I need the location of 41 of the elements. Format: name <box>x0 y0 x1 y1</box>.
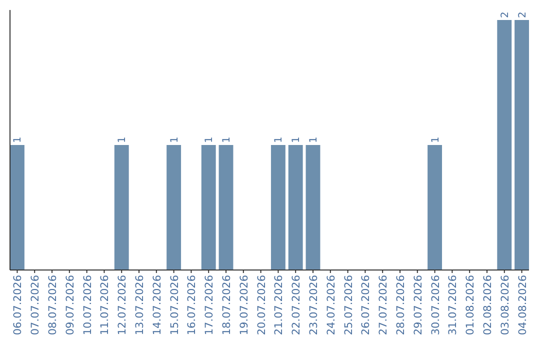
data-label: 1 <box>274 136 285 143</box>
data-label: 1 <box>222 136 233 143</box>
data-label: 2 <box>517 12 528 18</box>
x-tick-label: 08.07.2026 <box>47 274 60 336</box>
x-tick-label: 20.07.2026 <box>256 274 268 336</box>
data-label: 1 <box>204 136 216 143</box>
x-tick-label: 14.07.2026 <box>151 274 164 336</box>
x-tick-label: 11.07.2026 <box>99 274 112 336</box>
x-tick-label: 25.07.2026 <box>342 274 355 336</box>
x-tick-label: 09.07.2026 <box>64 274 76 336</box>
x-tick-label: 30.07.2026 <box>430 274 442 336</box>
data-label: 1 <box>291 136 302 143</box>
x-tick-label: 29.07.2026 <box>412 274 424 336</box>
x-tick-label: 19.07.2026 <box>238 274 250 336</box>
x-tick-label: 07.07.2026 <box>30 274 42 336</box>
x-tick-label: 18.07.2026 <box>221 274 234 336</box>
x-tick-label: 17.07.2026 <box>204 274 216 336</box>
x-tick-label: 23.07.2026 <box>308 274 320 336</box>
x-tick-label: 02.08.2026 <box>482 274 494 336</box>
x-tick-label: 01.08.2026 <box>464 274 477 336</box>
x-tick-label: 28.07.2026 <box>394 274 407 336</box>
x-tick-label: 24.07.2026 <box>325 274 338 336</box>
data-label: 2 <box>500 12 511 18</box>
data-label: 1 <box>117 136 128 143</box>
x-tick-label: 04.08.2026 <box>516 274 529 336</box>
x-tick-label: 10.07.2026 <box>82 274 94 336</box>
x-tick-label: 21.07.2026 <box>273 274 286 336</box>
x-tick-label: 15.07.2026 <box>168 274 181 336</box>
data-label: 1 <box>308 136 320 143</box>
x-tick-label: 26.07.2026 <box>360 274 372 336</box>
data-label: 1 <box>169 136 180 143</box>
x-tick-label: 03.08.2026 <box>499 274 512 336</box>
x-tick-label: 13.07.2026 <box>134 274 146 336</box>
x-tick-label: 31.07.2026 <box>447 274 460 336</box>
x-tick-label: 27.07.2026 <box>378 274 390 336</box>
x-tick-label: 22.07.2026 <box>290 274 303 336</box>
x-tick-label: 12.07.2026 <box>116 274 129 336</box>
data-label: 1 <box>12 136 24 143</box>
data-label: 1 <box>430 136 442 143</box>
x-tick-label: 06.07.2026 <box>12 274 24 336</box>
x-tick-label: 16.07.2026 <box>186 274 198 336</box>
